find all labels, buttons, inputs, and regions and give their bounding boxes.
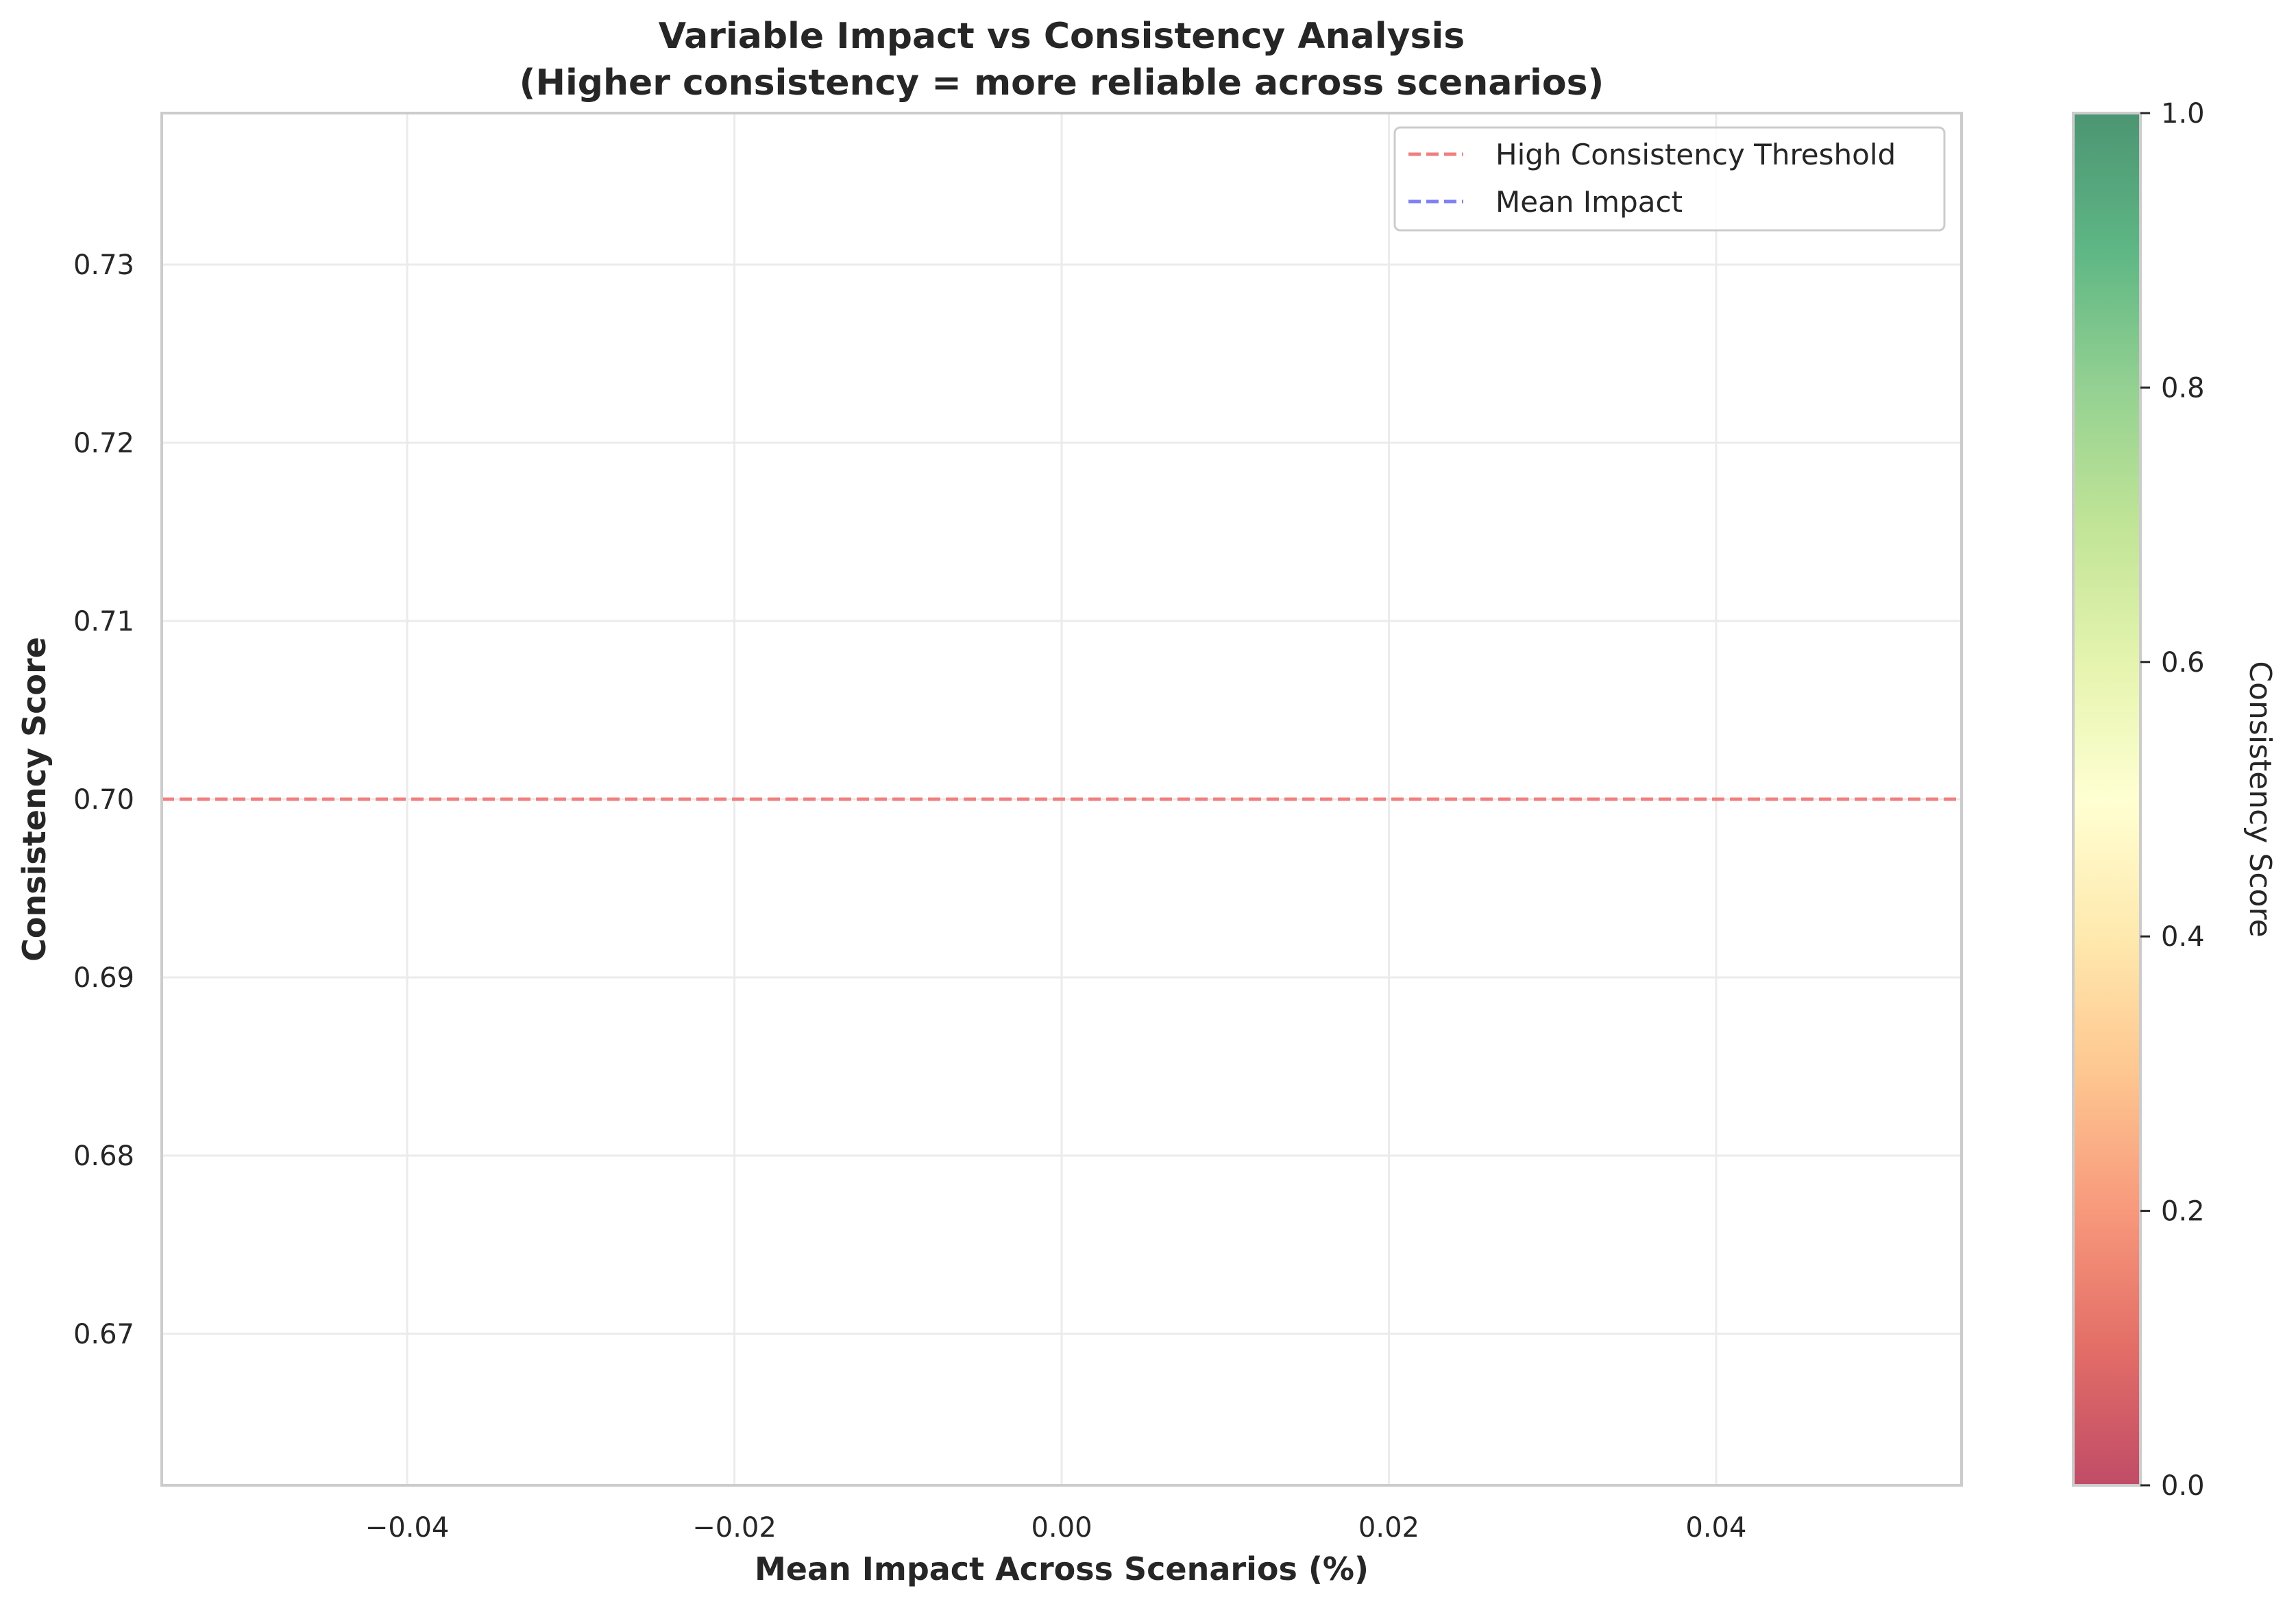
colorbar-gradient xyxy=(2073,113,2140,1485)
y-axis-ticks: 0.67 0.68 0.69 0.70 0.71 0.72 0.73 xyxy=(73,249,134,1350)
y-axis-label: Consistency Score xyxy=(16,637,53,962)
y-tick-label: 0.69 xyxy=(73,962,134,994)
colorbar-tick-label: 0.2 xyxy=(2161,1196,2205,1228)
x-axis-label: Mean Impact Across Scenarios (%) xyxy=(755,1550,1369,1587)
chart-title-line1: Variable Impact vs Consistency Analysis xyxy=(659,16,1465,57)
colorbar-tick-label: 0.8 xyxy=(2161,372,2205,404)
colorbar-frame xyxy=(2072,112,2142,1487)
plot-frame xyxy=(160,112,1963,1487)
colorbar-tick-label: 0.6 xyxy=(2161,647,2205,679)
y-tick-label: 0.70 xyxy=(73,784,134,816)
legend-box xyxy=(1393,126,1946,232)
chart-title-line2: (Higher consistency = more reliable acro… xyxy=(520,62,1604,103)
x-tick-label: 0.04 xyxy=(1685,1512,1746,1544)
y-tick-label: 0.67 xyxy=(73,1319,134,1350)
colorbar-tick-label: 1.0 xyxy=(2161,98,2205,130)
y-tick-label: 0.73 xyxy=(73,249,134,281)
colorbar-tick-label: 0.4 xyxy=(2161,921,2205,953)
legend-label-mean-impact: Mean Impact xyxy=(1495,185,1683,219)
legend: High Consistency Threshold Mean Impact xyxy=(1393,126,1946,232)
y-tick-label: 0.71 xyxy=(73,606,134,637)
colorbar-tick-label: 0.0 xyxy=(2161,1470,2205,1502)
x-tick-label: −0.02 xyxy=(692,1512,777,1544)
colorbar-ticks: 0.0 0.2 0.4 0.6 0.8 1.0 xyxy=(2140,98,2205,1502)
plot-area xyxy=(160,112,1963,1487)
x-axis-ticks: −0.04 −0.02 0.00 0.02 0.04 xyxy=(365,1512,1747,1544)
legend-label-threshold: High Consistency Threshold xyxy=(1495,138,1896,171)
y-tick-label: 0.72 xyxy=(73,428,134,459)
x-tick-label: 0.00 xyxy=(1031,1512,1092,1544)
x-tick-label: 0.02 xyxy=(1358,1512,1419,1544)
colorbar-label: Consistency Score xyxy=(2243,661,2277,937)
x-tick-label: −0.04 xyxy=(365,1512,450,1544)
y-tick-label: 0.68 xyxy=(73,1141,134,1172)
colorbar: 0.0 0.2 0.4 0.6 0.8 1.0 Consistency Score xyxy=(2072,98,2277,1502)
